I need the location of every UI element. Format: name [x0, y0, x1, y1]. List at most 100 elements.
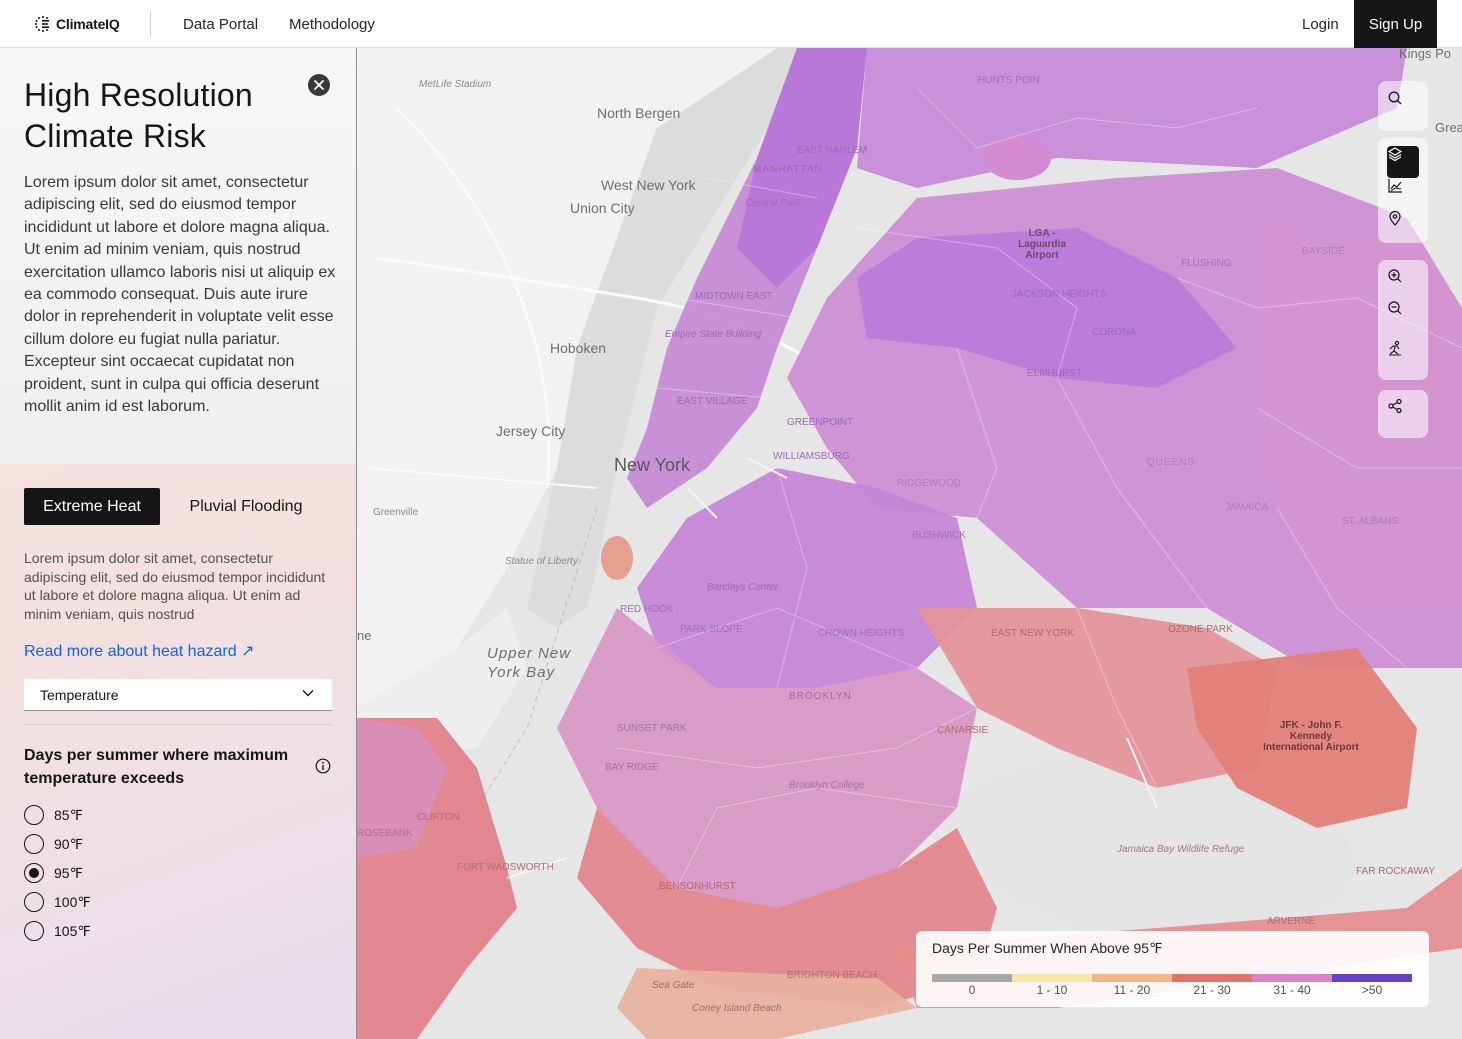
legend-label: 1 - 10 — [1036, 983, 1068, 997]
landmark-label: Jamaica Bay Wildlife Refuge — [1117, 844, 1245, 855]
district-label: GREENPOINT — [787, 417, 854, 428]
search-button[interactable] — [1387, 90, 1419, 122]
district-label: ARVERNE — [1267, 916, 1316, 927]
bridges — [506, 457, 1158, 879]
coney-island — [617, 968, 917, 1039]
legend-title: Days Per Summer When Above 95℉ — [932, 940, 1163, 956]
place-label: Grea — [1435, 120, 1462, 135]
queens-north — [857, 228, 1237, 388]
place-label: Kings Po — [1399, 48, 1452, 61]
layers-icon — [1387, 147, 1403, 162]
landmark-label: Central Park — [745, 198, 801, 209]
search-icon — [1388, 91, 1402, 105]
district-label: ELMHURST — [1027, 368, 1083, 379]
threshold-option-95[interactable]: 95℉ — [24, 862, 83, 884]
radio-button[interactable] — [24, 834, 44, 854]
place-label: JFK - John F. Kennedy International Airp… — [1263, 720, 1359, 753]
close-panel-button[interactable] — [308, 74, 330, 96]
zoom-tool-group — [1378, 260, 1428, 380]
sign-up-button[interactable]: Sign Up — [1354, 0, 1437, 48]
radio-button[interactable] — [24, 921, 44, 941]
login-link[interactable]: Login — [1302, 16, 1339, 33]
nav-methodology[interactable]: Methodology — [289, 16, 375, 33]
district-label: BENSONHURST — [659, 881, 736, 892]
share-icon — [1388, 398, 1402, 414]
district-label: OZONE PARK — [1168, 624, 1233, 635]
nj-land — [357, 48, 797, 708]
chart-button[interactable] — [1387, 178, 1419, 210]
search-tool-group — [1378, 81, 1428, 131]
bronx — [857, 48, 1407, 188]
district-label: EAST VILLAGE — [677, 396, 748, 407]
legend-label: 0 — [968, 983, 976, 997]
place-label: Jersey City — [496, 423, 566, 439]
zoom-in-icon — [1388, 269, 1402, 283]
layers-button[interactable] — [1387, 146, 1419, 178]
legend-swatch — [1332, 974, 1412, 982]
zoom-out-button[interactable] — [1387, 300, 1419, 332]
district-label: JACKSON HEIGHTS — [1012, 289, 1107, 300]
district-label: WILLIAMSBURG — [773, 451, 850, 462]
place-label: ne — [357, 628, 372, 643]
panel-intro-section — [0, 48, 356, 464]
pedestrian-icon — [1389, 340, 1401, 356]
place-label: Statue of Liberty — [505, 556, 578, 567]
street-view-button[interactable] — [1387, 340, 1419, 372]
landmark-label: Brooklyn College — [789, 780, 865, 791]
jfk-area — [1187, 648, 1417, 828]
legend-swatch — [932, 974, 1012, 982]
threshold-label: 105℉ — [54, 922, 91, 939]
map-canvas[interactable]: MetLife Stadium North Bergen West New Yo… — [357, 48, 1462, 1039]
brand-logo[interactable]: ClimateIQ — [34, 14, 120, 34]
info-icon[interactable] — [315, 758, 331, 774]
metric-select[interactable]: Temperature — [24, 679, 332, 711]
share-button[interactable] — [1387, 398, 1419, 430]
layer-tool-group — [1378, 138, 1428, 243]
district-label: CANARSIE — [937, 725, 989, 736]
threshold-option-90[interactable]: 90℉ — [24, 833, 83, 855]
panel-intro-text: Lorem ipsum dolor sit amet, consectetur … — [24, 174, 336, 416]
radio-button[interactable] — [24, 805, 44, 825]
highway — [396, 107, 551, 489]
legend-label: 11 - 20 — [1113, 983, 1151, 997]
threshold-option-105[interactable]: 105℉ — [24, 920, 91, 942]
legend-label: >50 — [1361, 983, 1383, 997]
district-label: RIDGEWOOD — [897, 478, 961, 489]
district-label: SUNSET PARK — [617, 723, 687, 734]
district-label: FAR ROCKAWAY — [1356, 866, 1436, 877]
upper-manhattan — [737, 48, 867, 288]
threshold-label: 95℉ — [54, 864, 83, 881]
threshold-label: 100℉ — [54, 893, 91, 910]
district-label: BAYSIDE — [1302, 246, 1345, 257]
brand-divider — [150, 12, 151, 36]
tab-pluvial-flooding[interactable]: Pluvial Flooding — [189, 497, 303, 515]
district-label: CORONA — [1092, 327, 1136, 338]
district-label: MANHATTAN — [753, 164, 823, 175]
threshold-option-85[interactable]: 85℉ — [24, 804, 83, 826]
district-label: BAY RIDGE — [605, 762, 659, 773]
district-label: HUNTS POIN — [978, 75, 1040, 86]
location-button[interactable] — [1387, 210, 1419, 242]
district-label: ST. ALBANS — [1342, 516, 1399, 527]
place-label: MetLife Stadium — [419, 79, 492, 90]
radio-button[interactable] — [24, 892, 44, 912]
legend-swatch — [1252, 974, 1332, 982]
read-more-heat-link[interactable]: Read more about heat hazard ↗ — [24, 643, 255, 660]
tab-extreme-heat[interactable]: Extreme Heat — [24, 488, 160, 525]
district-label: EAST HARLEM — [797, 145, 868, 156]
nav-data-portal[interactable]: Data Portal — [183, 16, 259, 33]
chevron-down-icon — [302, 690, 314, 697]
map-graphic — [357, 48, 1462, 1039]
rikers-island — [983, 136, 1051, 180]
district-label: BRIGHTON BEACH — [787, 970, 877, 981]
liberty-island — [601, 536, 633, 580]
threshold-option-100[interactable]: 100℉ — [24, 891, 91, 913]
brooklyn-south — [577, 808, 997, 1008]
place-label: LGA - Laguardia Airport — [1018, 228, 1066, 261]
place-label: Upper New York Bay — [487, 645, 572, 681]
radio-button-selected[interactable] — [24, 863, 44, 883]
panel-title: High Resolution Climate Risk — [24, 77, 253, 154]
zoom-in-button[interactable] — [1387, 268, 1419, 300]
district-label: BROOKLYN — [789, 691, 852, 702]
map-legend: Days Per Summer When Above 95℉ 0 1 - 10 … — [916, 931, 1429, 1007]
